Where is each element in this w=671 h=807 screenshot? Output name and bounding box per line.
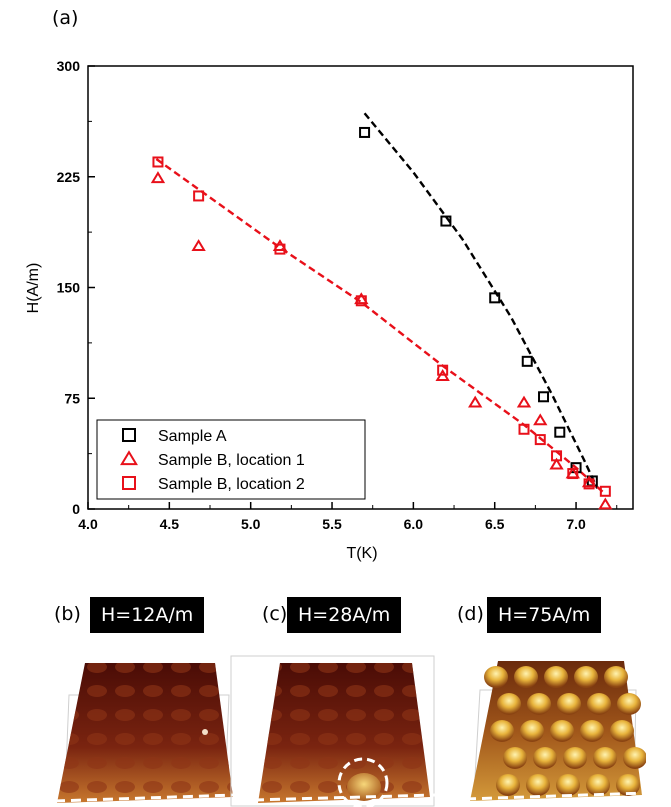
field-box-d: H=75A/m (487, 597, 602, 633)
vortex-peak (623, 747, 646, 769)
vortex-peak (497, 693, 521, 715)
data-point (534, 434, 546, 446)
x-tick-label: 4.5 (160, 516, 180, 532)
vortex-peaks (484, 666, 646, 796)
x-tick-label: 6.5 (485, 516, 505, 532)
vortex-peak (617, 693, 641, 715)
data-point (581, 475, 597, 488)
legend-label: Sample B, location 2 (158, 476, 305, 493)
data-point (599, 485, 611, 497)
y-tick-label: 225 (57, 169, 81, 185)
data-point (567, 468, 579, 480)
data-point (468, 395, 483, 408)
data-markers (150, 126, 613, 510)
data-point (554, 426, 566, 438)
y-axis-label: H(A/m) (25, 263, 42, 314)
panel-d-label: (d) (457, 603, 484, 625)
vortex-peak (593, 747, 617, 769)
data-point (518, 423, 530, 435)
vortex-peak (527, 693, 551, 715)
data-point (521, 355, 533, 367)
data-point (359, 126, 371, 138)
legend-box (96, 419, 366, 500)
data-point (549, 457, 564, 470)
data-point (489, 292, 501, 304)
vortex-peak (563, 747, 587, 769)
vortex-peak (514, 666, 538, 688)
y-tick-label: 300 (57, 58, 81, 74)
data-point (538, 391, 550, 403)
highlight-circle (337, 757, 389, 807)
data-point (551, 450, 563, 462)
data-point (122, 428, 136, 442)
series-markers (359, 126, 598, 487)
data-point (274, 243, 286, 255)
surface-image-c (230, 655, 435, 807)
vortex-peak (544, 666, 568, 688)
panel-b-label: (b) (54, 603, 81, 625)
vortex-peak (520, 720, 544, 742)
vortex-peak (496, 774, 520, 796)
vortex-peak (616, 774, 640, 796)
x-axis: 4.0 4.5 5.0 5.5 6.0 6.5 7.0 (78, 502, 618, 532)
x-tick-label: 4.0 (78, 516, 98, 532)
vortex-peak (574, 666, 598, 688)
field-box-c: H=28A/m (287, 597, 402, 633)
vortex-peak (586, 774, 610, 796)
x-axis-label: T(K) (346, 545, 377, 562)
panel-c-label: (c) (262, 603, 288, 625)
data-point (440, 215, 452, 227)
data-point (354, 292, 369, 305)
data-point (120, 450, 138, 466)
surface-image-d (466, 661, 646, 801)
data-point (533, 413, 548, 426)
field-box-b: H=12A/m (90, 597, 205, 633)
vortex-peak (533, 747, 557, 769)
data-point (437, 364, 449, 376)
legend-label: Sample A (158, 428, 227, 445)
vortex-bump (347, 773, 381, 801)
vortex-peak (550, 720, 574, 742)
y-tick-label: 0 (72, 501, 80, 517)
vortex-peak (580, 720, 604, 742)
legend: Sample A Sample B, location 1 Sample B, lo… (96, 419, 366, 500)
y-axis: 0 75 150 225 300 (57, 58, 95, 517)
data-point (516, 395, 532, 408)
x-tick-label: 7.0 (566, 516, 586, 532)
vortex-peak (604, 666, 628, 688)
y-tick-label: 150 (57, 280, 81, 296)
vortex-peak (557, 693, 581, 715)
vortex-peak (484, 666, 508, 688)
vortex-peak (526, 774, 550, 796)
legend-label: Sample B, location 1 (158, 452, 305, 469)
vortex-peak (610, 720, 634, 742)
series-markers (152, 156, 611, 497)
data-point (355, 295, 367, 307)
x-tick-label: 5.0 (241, 516, 261, 532)
hysteresis-chart: 0 75 150 225 300 4.0 4.5 5.0 5.5 6.0 6.5 7.0 H(A/m… (25, 58, 634, 562)
vortex-peak (503, 747, 527, 769)
bright-spot (202, 729, 208, 735)
panel-a-label: (a) (52, 7, 79, 29)
data-point (150, 171, 166, 184)
data-point (598, 497, 613, 510)
data-point (583, 478, 595, 490)
data-point (152, 156, 164, 168)
x-tick-label: 5.5 (322, 516, 342, 532)
vortex-peak (556, 774, 580, 796)
y-tick-label: 75 (64, 390, 80, 406)
surface-image-b (55, 663, 235, 803)
vortex-peak (490, 720, 514, 742)
data-point (191, 239, 206, 252)
data-point (122, 476, 136, 490)
x-tick-label: 6.0 (404, 516, 424, 532)
vortex-peak (587, 693, 611, 715)
data-point (193, 190, 205, 202)
fit-line (363, 112, 599, 489)
